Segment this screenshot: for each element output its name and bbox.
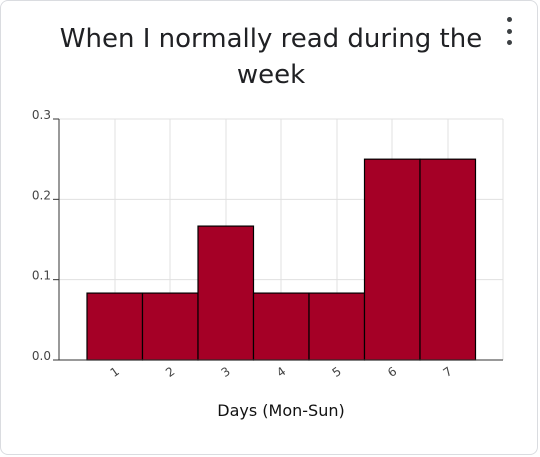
more-options-icon[interactable] — [501, 15, 517, 47]
menu-dot — [506, 17, 512, 22]
y-tick-labels: 0.0 0.1 0.2 0.3 — [32, 108, 51, 363]
menu-dot — [506, 40, 512, 45]
x-tick-labels: 1 2 3 4 5 6 7 — [108, 364, 455, 380]
y-tick-label: 0.2 — [32, 188, 51, 202]
y-tick-label: 0.3 — [32, 108, 51, 122]
x-tick-label: 5 — [330, 364, 344, 380]
bars — [86, 158, 477, 361]
axes — [53, 118, 503, 361]
bar-2 — [141, 292, 199, 361]
x-tick-label: 1 — [108, 364, 122, 380]
bar-4 — [252, 292, 310, 361]
bar-7 — [419, 158, 477, 361]
bar-3 — [197, 225, 255, 361]
menu-dot — [506, 28, 512, 34]
chart-title: When I normally read during the week — [59, 24, 483, 90]
x-tick-label: 4 — [274, 364, 288, 380]
x-tick-label: 3 — [219, 364, 233, 380]
x-tick-label: 6 — [385, 364, 399, 380]
bar-1 — [86, 292, 144, 361]
y-tick-label: 0.0 — [32, 349, 51, 363]
y-tick-label: 0.1 — [32, 269, 51, 283]
x-tick-label: 7 — [441, 364, 455, 380]
bar-6 — [363, 158, 421, 361]
bar-5 — [308, 292, 366, 361]
x-tick-label: 2 — [163, 364, 177, 380]
x-axis-title: Days (Mon-Sun) — [217, 401, 344, 420]
